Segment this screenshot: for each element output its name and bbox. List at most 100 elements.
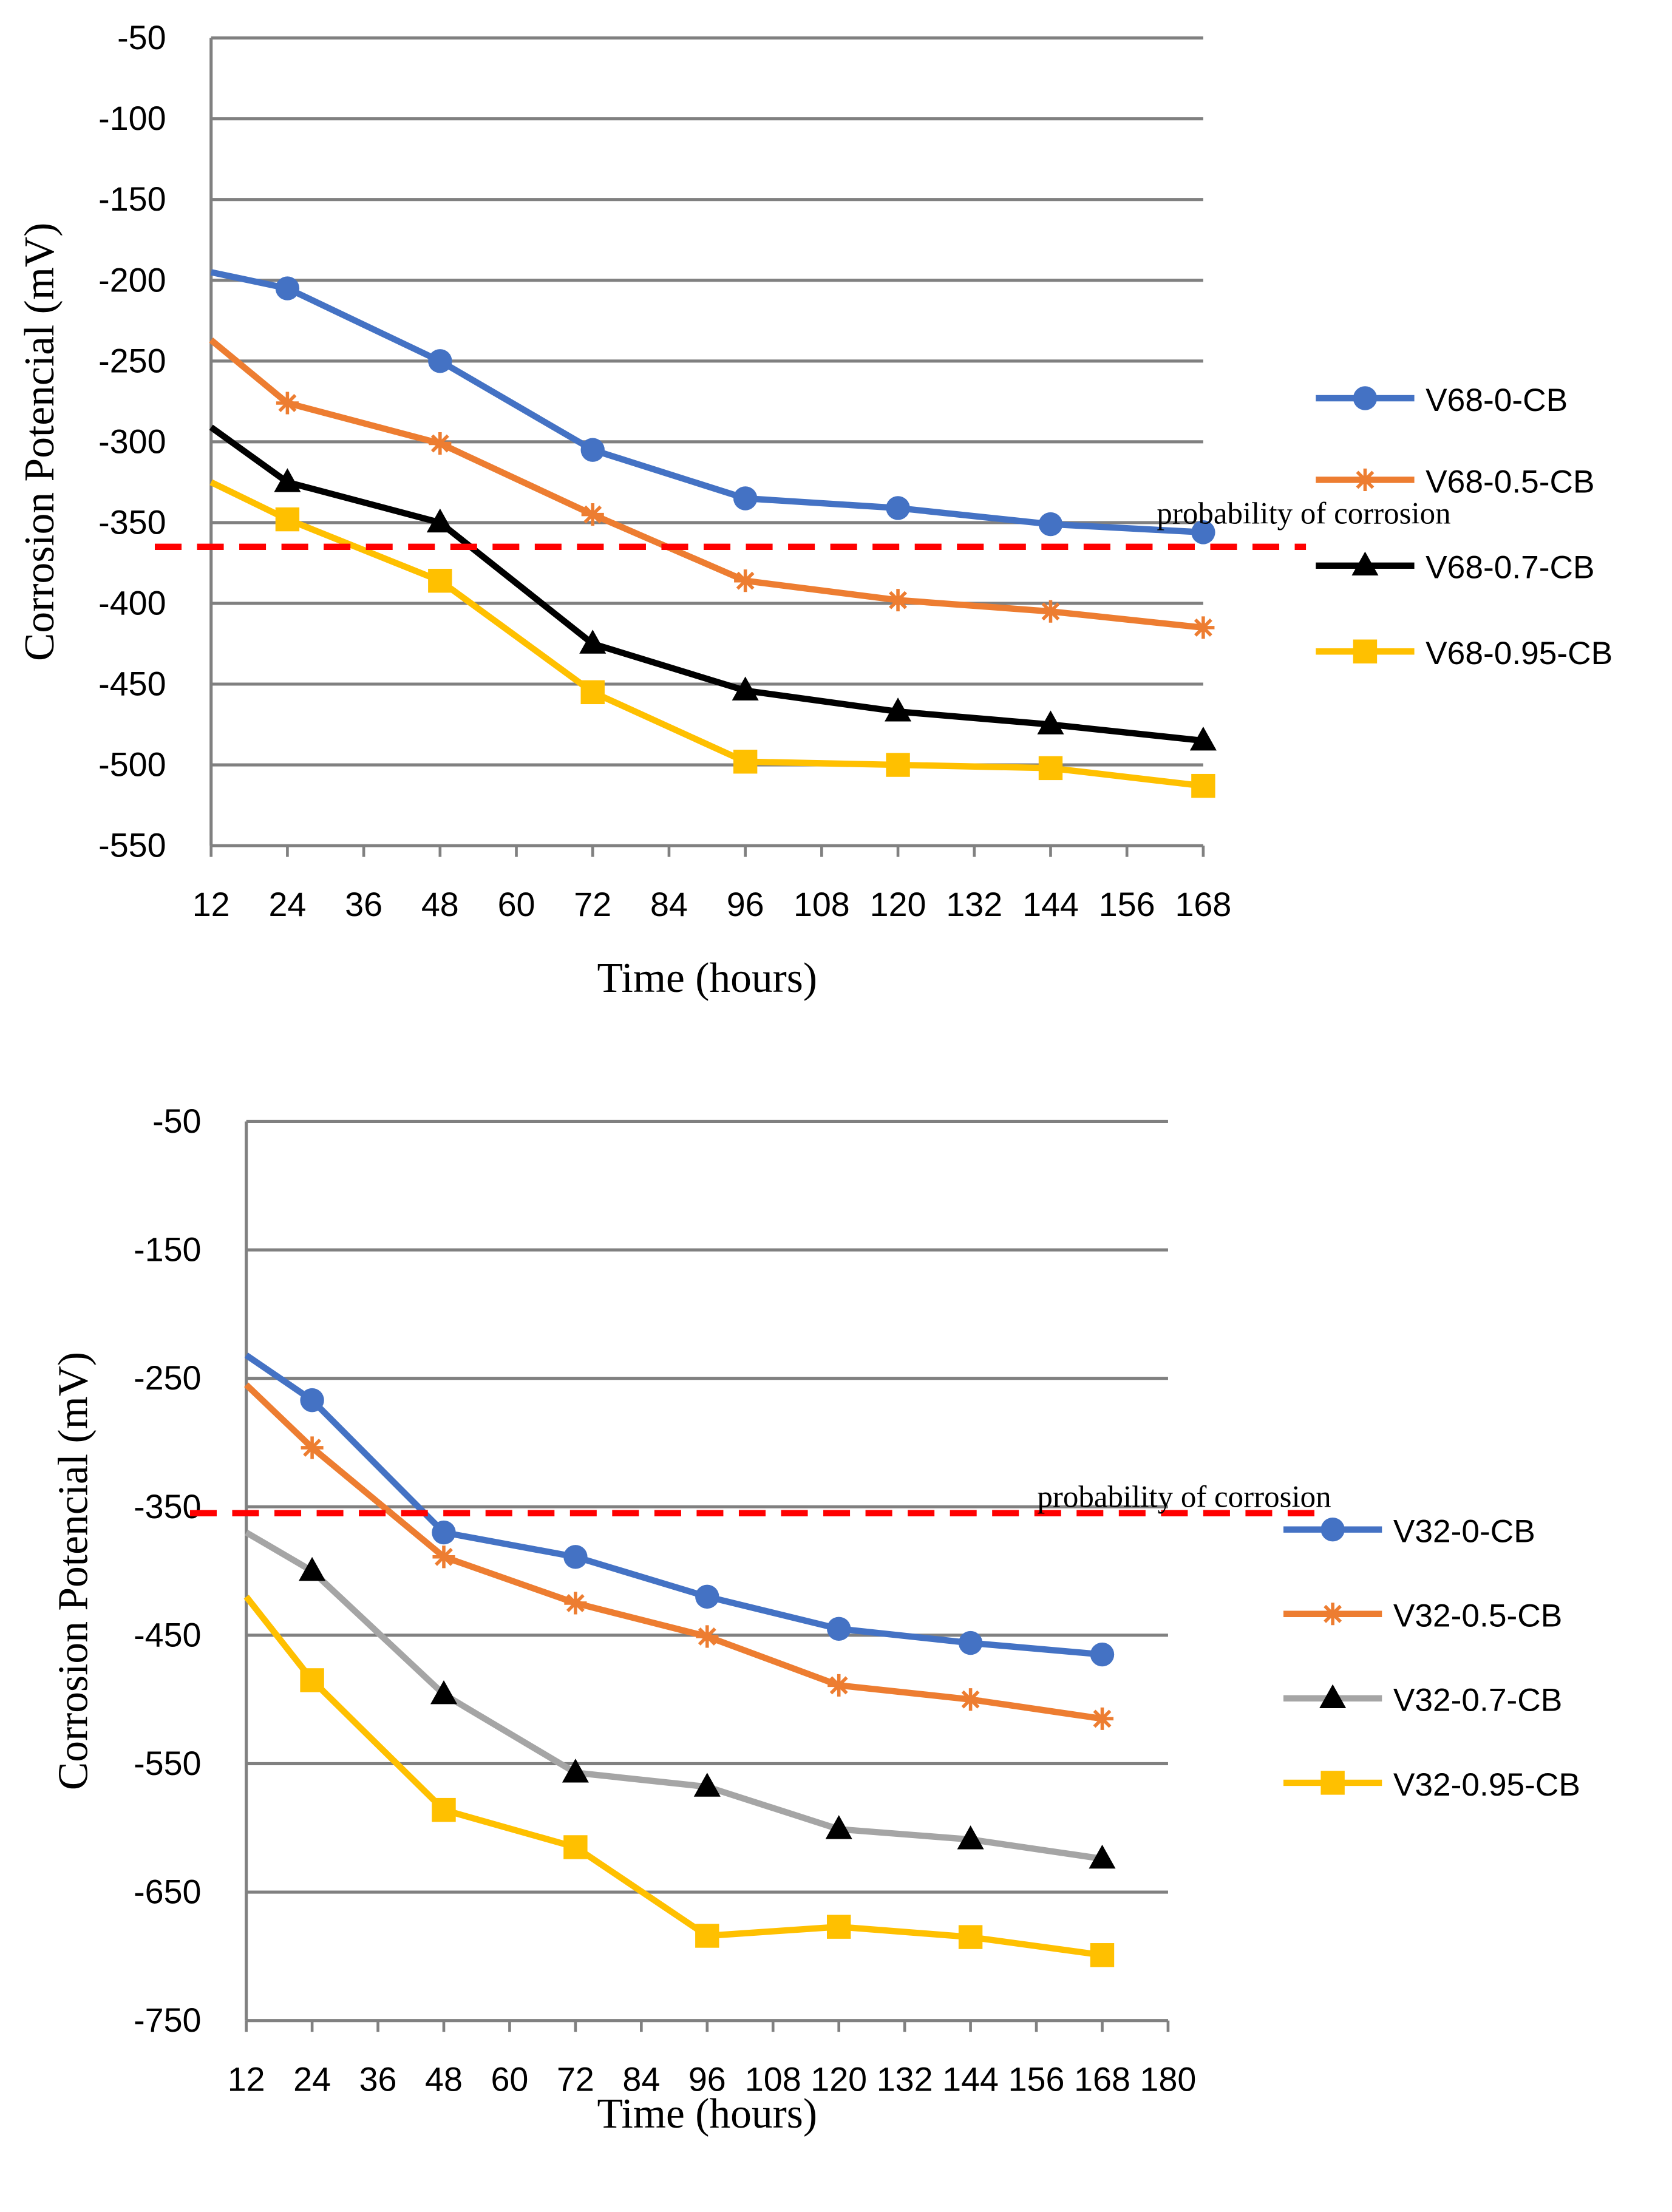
legend-marker (1321, 1603, 1344, 1626)
data-point (886, 589, 909, 612)
y-tick-label: -150 (134, 1231, 201, 1269)
x-tick-label: 12 (192, 886, 230, 923)
data-point (828, 1674, 851, 1697)
x-tick-label: 72 (557, 2061, 594, 2098)
threshold-label: probability of corrosion (1037, 1481, 1331, 1515)
legend-item: V68-0.95-CB (1316, 636, 1613, 671)
legend-marker (1351, 551, 1379, 576)
legend-label: V32-0.7-CB (1393, 1683, 1562, 1718)
data-point (734, 569, 757, 592)
y-tick-label: -450 (134, 1616, 201, 1654)
y-tick-label: -550 (134, 1745, 201, 1782)
data-point (1039, 600, 1062, 623)
data-point (886, 496, 910, 520)
x-tick-label: 156 (1008, 2061, 1065, 2098)
data-point (275, 276, 300, 300)
legend-label: V68-0.7-CB (1426, 550, 1594, 586)
legend-item: V32-0.5-CB (1283, 1598, 1562, 1634)
x-tick-label: 120 (870, 886, 926, 923)
x-tick-label: 36 (345, 886, 382, 923)
x-tick-label: 48 (421, 886, 459, 923)
data-point (563, 1835, 588, 1859)
y-tick-label: -550 (98, 827, 166, 864)
data-point (1089, 1844, 1116, 1869)
x-axis-title: Time (hours) (597, 955, 818, 1002)
data-point (696, 1625, 719, 1648)
data-point (300, 1668, 324, 1692)
data-point (957, 1825, 984, 1850)
data-point (958, 1925, 983, 1949)
legend-label: V68-0.5-CB (1426, 464, 1594, 500)
x-tick-label: 144 (1022, 886, 1079, 923)
y-axis-title: Corrosion Potencial (mV) (16, 223, 63, 661)
data-point (426, 508, 454, 533)
legend-label: V68-0.95-CB (1426, 636, 1613, 671)
y-tick-label: -300 (98, 422, 166, 460)
threshold-label: probability of corrosion (1157, 497, 1450, 531)
legend-item: V68-0.7-CB (1316, 550, 1595, 586)
series-line (210, 269, 1204, 536)
data-point (826, 1617, 851, 1641)
legend-item: V68-0-CB (1316, 382, 1568, 418)
legend-item: V32-0.7-CB (1283, 1683, 1562, 1718)
legend-marker (1320, 1517, 1345, 1542)
data-point (274, 468, 301, 492)
data-point (733, 486, 758, 511)
data-point (732, 676, 759, 701)
data-point (958, 1630, 983, 1655)
y-tick-label: -400 (98, 585, 166, 622)
legend-marker (1353, 468, 1377, 491)
data-point (432, 1797, 456, 1822)
data-point (300, 1388, 324, 1413)
legend-marker (1353, 386, 1378, 410)
x-tick-label: 96 (727, 886, 764, 923)
data-point (580, 438, 605, 462)
y-tick-label: -350 (134, 1488, 201, 1525)
data-point (275, 507, 300, 532)
series-V32-0.7-CB (245, 1530, 1116, 1869)
series-V32-0.5-CB (244, 1382, 1114, 1730)
y-tick-label: -500 (98, 746, 166, 784)
y-axis-title: Corrosion Potencial (mV) (50, 1352, 97, 1790)
y-tick-label: -750 (134, 2001, 201, 2039)
data-point (695, 1584, 719, 1609)
data-point (564, 1592, 587, 1615)
x-tick-label: 60 (491, 2061, 529, 2098)
x-tick-label: 132 (946, 886, 1002, 923)
data-point (1191, 773, 1215, 798)
chart-1: -50 -100 -150 -200 -250 -300 -350 -400 -450 -500 -… (16, 19, 1613, 1002)
data-point (301, 1436, 324, 1459)
legend-label: V32-0.95-CB (1393, 1767, 1580, 1803)
x-tick-label: 108 (794, 886, 850, 923)
data-point (562, 1759, 589, 1783)
series-V32-0.95-CB (243, 1595, 1115, 1967)
legend-marker (1319, 1684, 1347, 1709)
x-tick-label: 96 (688, 2061, 726, 2098)
data-point (1191, 520, 1215, 545)
data-point (1090, 1642, 1115, 1667)
data-point (733, 750, 758, 774)
legend-item: V32-0.95-CB (1283, 1767, 1580, 1803)
series-line (209, 479, 1204, 789)
y-tick-label: -350 (98, 503, 166, 541)
data-point (885, 697, 912, 722)
y-tick-label: -250 (98, 342, 166, 379)
data-point (580, 680, 605, 705)
legend-marker (1320, 1771, 1345, 1795)
x-tick-label: 24 (293, 2061, 331, 2098)
x-tick-label: 132 (877, 2061, 933, 2098)
x-tick-label: 24 (268, 886, 306, 923)
x-tick-label: 84 (650, 886, 688, 923)
y-tick-label: -250 (134, 1359, 201, 1397)
y-tick-label: -200 (98, 261, 166, 299)
series-line (243, 1595, 1103, 1958)
data-point (959, 1688, 982, 1711)
data-point (1090, 1943, 1115, 1967)
data-point (428, 349, 452, 373)
y-tick-label: -650 (134, 1873, 201, 1911)
x-tick-label: 120 (811, 2061, 867, 2098)
legend-label: V68-0-CB (1426, 382, 1568, 418)
x-tick-label: 12 (228, 2061, 265, 2098)
x-tick-label: 156 (1099, 886, 1155, 923)
